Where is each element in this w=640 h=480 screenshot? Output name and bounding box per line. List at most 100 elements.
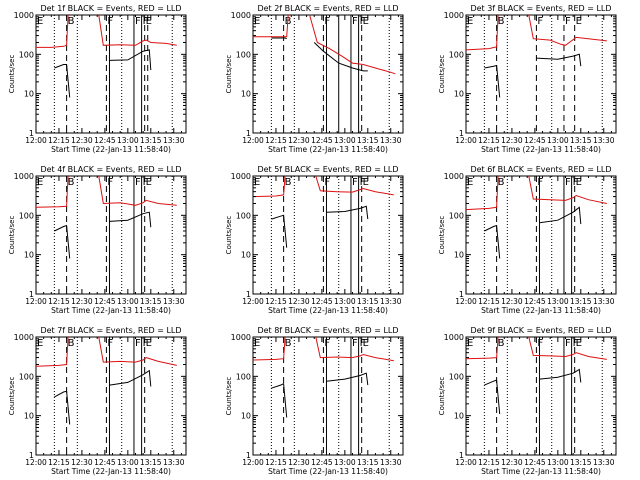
x-tick-label: 12:00 bbox=[242, 136, 264, 145]
y-tick-label: 1 bbox=[246, 290, 251, 299]
marker-label: E bbox=[576, 16, 582, 27]
marker-label: E bbox=[254, 177, 260, 188]
events-series-line bbox=[54, 390, 71, 425]
y-tick-label: 100 bbox=[19, 211, 34, 220]
marker-label: F bbox=[135, 338, 141, 349]
x-tick-label: 13:00 bbox=[334, 297, 356, 306]
lld-series-line bbox=[315, 337, 394, 362]
x-tick-label: 13:30 bbox=[380, 136, 402, 145]
y-tick-label: 1 bbox=[29, 451, 34, 460]
x-tick-label: 12:00 bbox=[455, 458, 477, 467]
x-tick-label: 12:30 bbox=[71, 136, 93, 145]
y-tick-label: 100 bbox=[449, 372, 464, 381]
x-tick-label: 12:15 bbox=[265, 136, 287, 145]
lld-series-line bbox=[98, 176, 177, 206]
x-tick-label: 13:30 bbox=[380, 297, 402, 306]
marker-label: F bbox=[565, 16, 571, 27]
x-tick-label: 12:30 bbox=[288, 136, 310, 145]
x-tick-label: 13:00 bbox=[334, 136, 356, 145]
events-series-line bbox=[54, 224, 71, 259]
marker-label: B bbox=[285, 338, 292, 349]
marker-label: F bbox=[573, 177, 579, 188]
x-tick-label: 13:30 bbox=[163, 458, 185, 467]
events-series-line bbox=[271, 214, 288, 248]
lld-series-line bbox=[253, 15, 289, 38]
marker-label: E bbox=[467, 338, 473, 349]
x-tick-label: 12:15 bbox=[478, 297, 500, 306]
y-tick-label: 10 bbox=[454, 90, 464, 99]
marker-label: F bbox=[143, 16, 149, 27]
x-tick-label: 12:15 bbox=[265, 297, 287, 306]
plot-frame bbox=[465, 175, 617, 295]
y-tick-label: 1000 bbox=[444, 172, 464, 181]
x-tick-label: 13:00 bbox=[117, 458, 139, 467]
x-tick-label: 12:15 bbox=[48, 458, 70, 467]
marker-label: F bbox=[360, 16, 366, 27]
lld-series-line bbox=[309, 15, 396, 75]
y-tick-label: 100 bbox=[449, 50, 464, 59]
y-tick-label: 1000 bbox=[231, 333, 251, 342]
marker-label: F bbox=[107, 338, 113, 349]
marker-label: E bbox=[254, 338, 260, 349]
x-axis-label: Start Time (22-Jan-13 11:58:40) bbox=[481, 145, 601, 154]
plot-frame bbox=[252, 175, 404, 295]
panel-title: Det 3f BLACK = Events, RED = LLD bbox=[470, 4, 611, 13]
marker-label: F bbox=[324, 16, 330, 27]
x-tick-label: 12:15 bbox=[478, 136, 500, 145]
marker-label: E bbox=[576, 338, 582, 349]
x-tick-label: 12:15 bbox=[48, 297, 70, 306]
plot-frame bbox=[35, 336, 187, 456]
marker-label: F bbox=[135, 177, 141, 188]
marker-label: E bbox=[363, 16, 369, 27]
x-axis-label: Start Time (22-Jan-13 11:58:40) bbox=[268, 306, 388, 315]
marker-label: F bbox=[143, 177, 149, 188]
panel-title: Det 2f BLACK = Events, RED = LLD bbox=[257, 4, 398, 13]
lld-series-line bbox=[253, 337, 286, 361]
y-axis-label: Counts/sec bbox=[8, 55, 16, 94]
marker-label: E bbox=[146, 177, 152, 188]
marker-label: F bbox=[107, 16, 113, 27]
x-tick-label: 12:00 bbox=[242, 458, 264, 467]
y-tick-label: 10 bbox=[454, 251, 464, 260]
x-tick-label: 13:00 bbox=[547, 458, 569, 467]
marker-label: B bbox=[68, 177, 75, 188]
panel-title: Det 9f BLACK = Events, RED = LLD bbox=[470, 326, 611, 335]
x-tick-label: 12:45 bbox=[524, 458, 546, 467]
x-axis-label: Start Time (22-Jan-13 11:58:40) bbox=[51, 467, 171, 476]
y-tick-label: 10 bbox=[241, 412, 251, 421]
lld-series-line bbox=[528, 15, 607, 46]
x-tick-label: 13:30 bbox=[163, 297, 185, 306]
y-tick-label: 1000 bbox=[444, 333, 464, 342]
marker-label: F bbox=[573, 338, 579, 349]
y-tick-label: 10 bbox=[24, 412, 34, 421]
x-tick-label: 13:15 bbox=[357, 458, 379, 467]
x-tick-label: 12:30 bbox=[71, 458, 93, 467]
marker-label: B bbox=[68, 338, 75, 349]
marker-label: E bbox=[146, 338, 152, 349]
x-tick-label: 12:45 bbox=[311, 136, 333, 145]
y-tick-label: 1000 bbox=[231, 172, 251, 181]
marker-label: E bbox=[363, 338, 369, 349]
x-tick-label: 13:15 bbox=[570, 136, 592, 145]
events-series-line bbox=[539, 368, 582, 383]
x-tick-label: 12:30 bbox=[288, 458, 310, 467]
events-series-line bbox=[313, 42, 368, 72]
marker-label: F bbox=[352, 338, 358, 349]
marker-label: F bbox=[360, 338, 366, 349]
lld-series-line bbox=[466, 176, 499, 211]
x-tick-label: 12:30 bbox=[501, 297, 523, 306]
y-tick-label: 1000 bbox=[14, 172, 34, 181]
x-axis-label: Start Time (22-Jan-13 11:58:40) bbox=[268, 145, 388, 154]
x-tick-label: 13:30 bbox=[593, 297, 615, 306]
plot-frame bbox=[252, 336, 404, 456]
panel-title: Det 6f BLACK = Events, RED = LLD bbox=[470, 165, 611, 174]
lld-series-line bbox=[36, 176, 69, 208]
x-tick-label: 13:00 bbox=[547, 136, 569, 145]
panel-title: Det 5f BLACK = Events, RED = LLD bbox=[257, 165, 398, 174]
marker-label: E bbox=[467, 16, 473, 27]
